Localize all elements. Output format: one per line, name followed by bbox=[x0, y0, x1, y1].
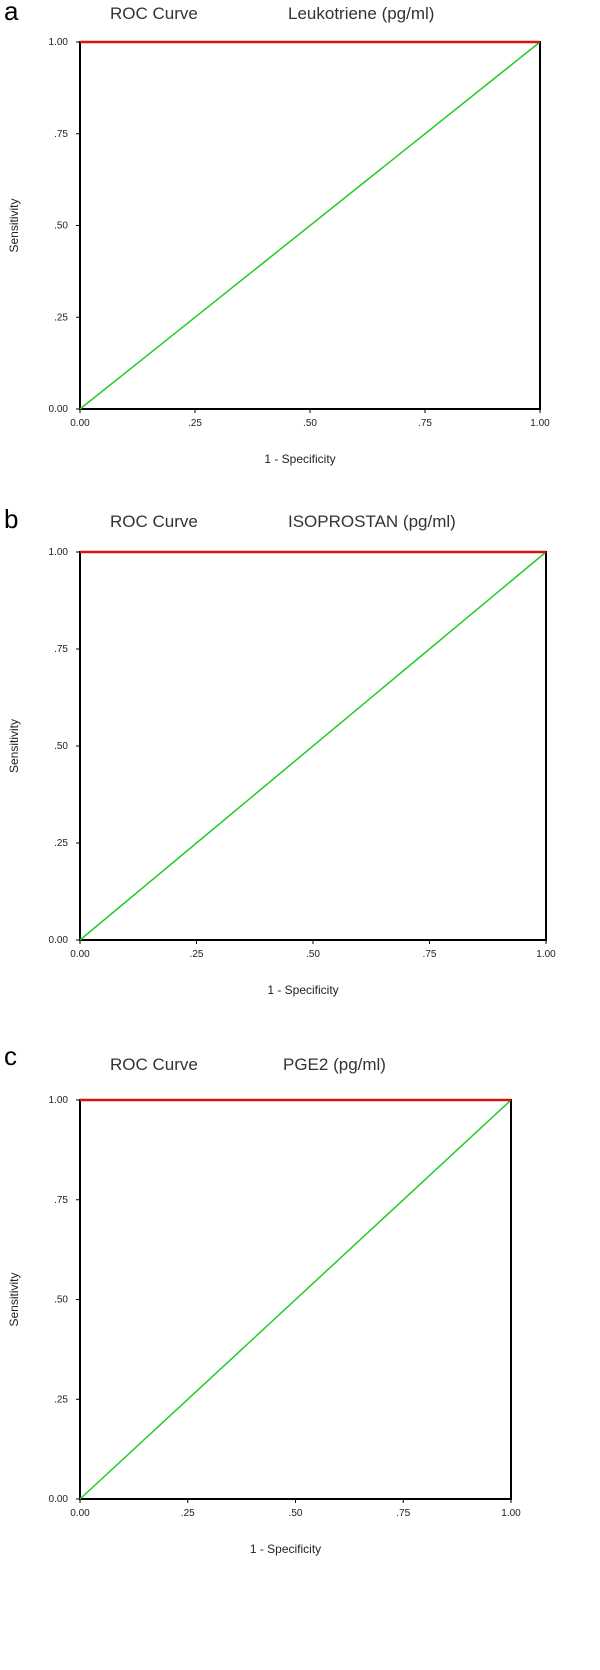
chart-panel-b: b ROC Curve ISOPROSTAN (pg/ml) 0.00 .25 .5… bbox=[0, 504, 600, 1048]
y-tick-label: .75 bbox=[54, 644, 68, 655]
y-axis-label: Sensitivity bbox=[7, 198, 21, 252]
y-tick-label: .50 bbox=[54, 741, 68, 752]
chart-title: ROC Curve bbox=[110, 4, 198, 23]
y-tick-label: 1.00 bbox=[49, 37, 69, 48]
x-tick-label: 1.00 bbox=[501, 1508, 521, 1519]
x-tick-label: 1.00 bbox=[530, 418, 550, 429]
x-tick-label: .75 bbox=[396, 1508, 410, 1519]
y-tick-label: 1.00 bbox=[49, 547, 69, 558]
y-tick-label: .25 bbox=[54, 1394, 68, 1405]
x-tick-label: .75 bbox=[418, 418, 432, 429]
y-tick-label: .50 bbox=[54, 1295, 68, 1306]
roc-chart-b: 0.00 .25 .50 .75 1.00 0.00 .25 .50 .75 1.00 1 - Sp… bbox=[7, 547, 556, 997]
y-axis-label: Sensitivity bbox=[7, 719, 21, 773]
x-axis-label: 1 - Specificity bbox=[250, 1542, 321, 1556]
x-tick-label: .50 bbox=[306, 949, 320, 960]
x-tick-label: 0.00 bbox=[70, 949, 90, 960]
x-tick-label: .25 bbox=[188, 418, 202, 429]
x-tick-label: 1.00 bbox=[536, 949, 556, 960]
roc-chart-a: 0.00 .25 .50 .75 1.00 0.00 .25 .50 .75 1.00 1 - Sp… bbox=[7, 37, 550, 466]
chart-title: ROC Curve bbox=[110, 1055, 198, 1074]
chart-panel-a: a ROC Curve Leukotriene (pg/ml) 0.00 .25.… bbox=[0, 0, 600, 520]
x-tick-label: .25 bbox=[190, 949, 204, 960]
x-tick-label: 0.00 bbox=[70, 1508, 90, 1519]
y-tick-label: .50 bbox=[54, 221, 68, 232]
x-tick-label: 0.00 bbox=[70, 418, 90, 429]
y-tick-label: .75 bbox=[54, 129, 68, 140]
panel-label: a bbox=[4, 0, 19, 26]
roc-curve-line bbox=[79, 41, 541, 410]
x-tick-label: .25 bbox=[181, 1508, 195, 1519]
roc-curve-line bbox=[79, 551, 547, 941]
chart-subtitle: PGE2 (pg/ml) bbox=[283, 1055, 386, 1074]
chart-subtitle: Leukotriene (pg/ml) bbox=[288, 4, 435, 23]
roc-curve-line bbox=[79, 1099, 512, 1500]
y-tick-label: 0.00 bbox=[49, 1494, 69, 1505]
x-axis-label: 1 - Specificity bbox=[267, 983, 338, 997]
y-tick-label: .75 bbox=[54, 1195, 68, 1206]
chart-panel-c: c ROC Curve PGE2 (pg/ml) 0.00 .25 .50 .75 1.… bbox=[0, 1041, 600, 1670]
panel-label: b bbox=[4, 504, 19, 534]
panel-label: c bbox=[4, 1041, 17, 1071]
y-tick-label: 1.00 bbox=[49, 1095, 69, 1106]
x-tick-label: .50 bbox=[303, 418, 317, 429]
y-tick-label: 0.00 bbox=[49, 404, 69, 415]
chart-title: ROC Curve bbox=[110, 512, 198, 531]
chart-subtitle: ISOPROSTAN (pg/ml) bbox=[288, 512, 456, 531]
y-axis-label: Sensitivity bbox=[7, 1272, 21, 1326]
x-tick-label: .75 bbox=[423, 949, 437, 960]
x-tick-label: .50 bbox=[289, 1508, 303, 1519]
roc-chart-c: 0.00 .25 .50 .75 1.00 0.00 .25 .50 .75 1.00 1 - Sp… bbox=[7, 1095, 521, 1556]
y-tick-label: 0.00 bbox=[49, 935, 69, 946]
y-tick-label: .25 bbox=[54, 838, 68, 849]
y-tick-label: .25 bbox=[54, 312, 68, 323]
x-axis-label: 1 - Specificity bbox=[264, 452, 335, 466]
